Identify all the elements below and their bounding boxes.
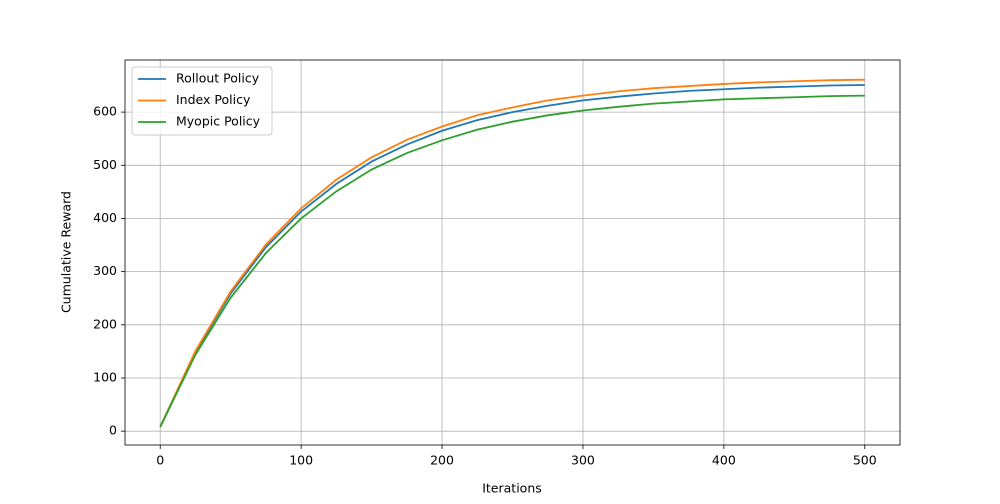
legend-label: Myopic Policy (176, 114, 261, 129)
legend-label: Index Policy (176, 92, 251, 107)
y-tick-label: 400 (93, 210, 117, 225)
y-tick-label: 500 (93, 157, 117, 172)
y-tick-label: 0 (109, 423, 117, 438)
x-axis-label: Iterations (482, 481, 542, 496)
x-tick-label: 500 (853, 453, 877, 468)
line-series (159, 84, 865, 428)
y-tick-label: 600 (93, 104, 117, 119)
line-series (159, 94, 865, 428)
line-series (159, 78, 865, 428)
legend-label: Rollout Policy (176, 71, 260, 86)
y-axis-label: Cumulative Reward (59, 191, 74, 313)
x-tick-label: 400 (712, 453, 736, 468)
y-tick-label: 200 (93, 316, 117, 331)
x-tick-label: 0 (156, 453, 164, 468)
legend-box (131, 66, 273, 136)
x-tick-label: 100 (289, 453, 313, 468)
plot-frame (124, 59, 901, 446)
y-tick-label: 300 (93, 263, 117, 278)
x-tick-label: 200 (430, 453, 454, 468)
x-tick-label: 300 (571, 453, 595, 468)
y-tick-label: 100 (93, 369, 117, 384)
legend: Rollout Policy Index Policy Myopic Policy (131, 66, 273, 136)
